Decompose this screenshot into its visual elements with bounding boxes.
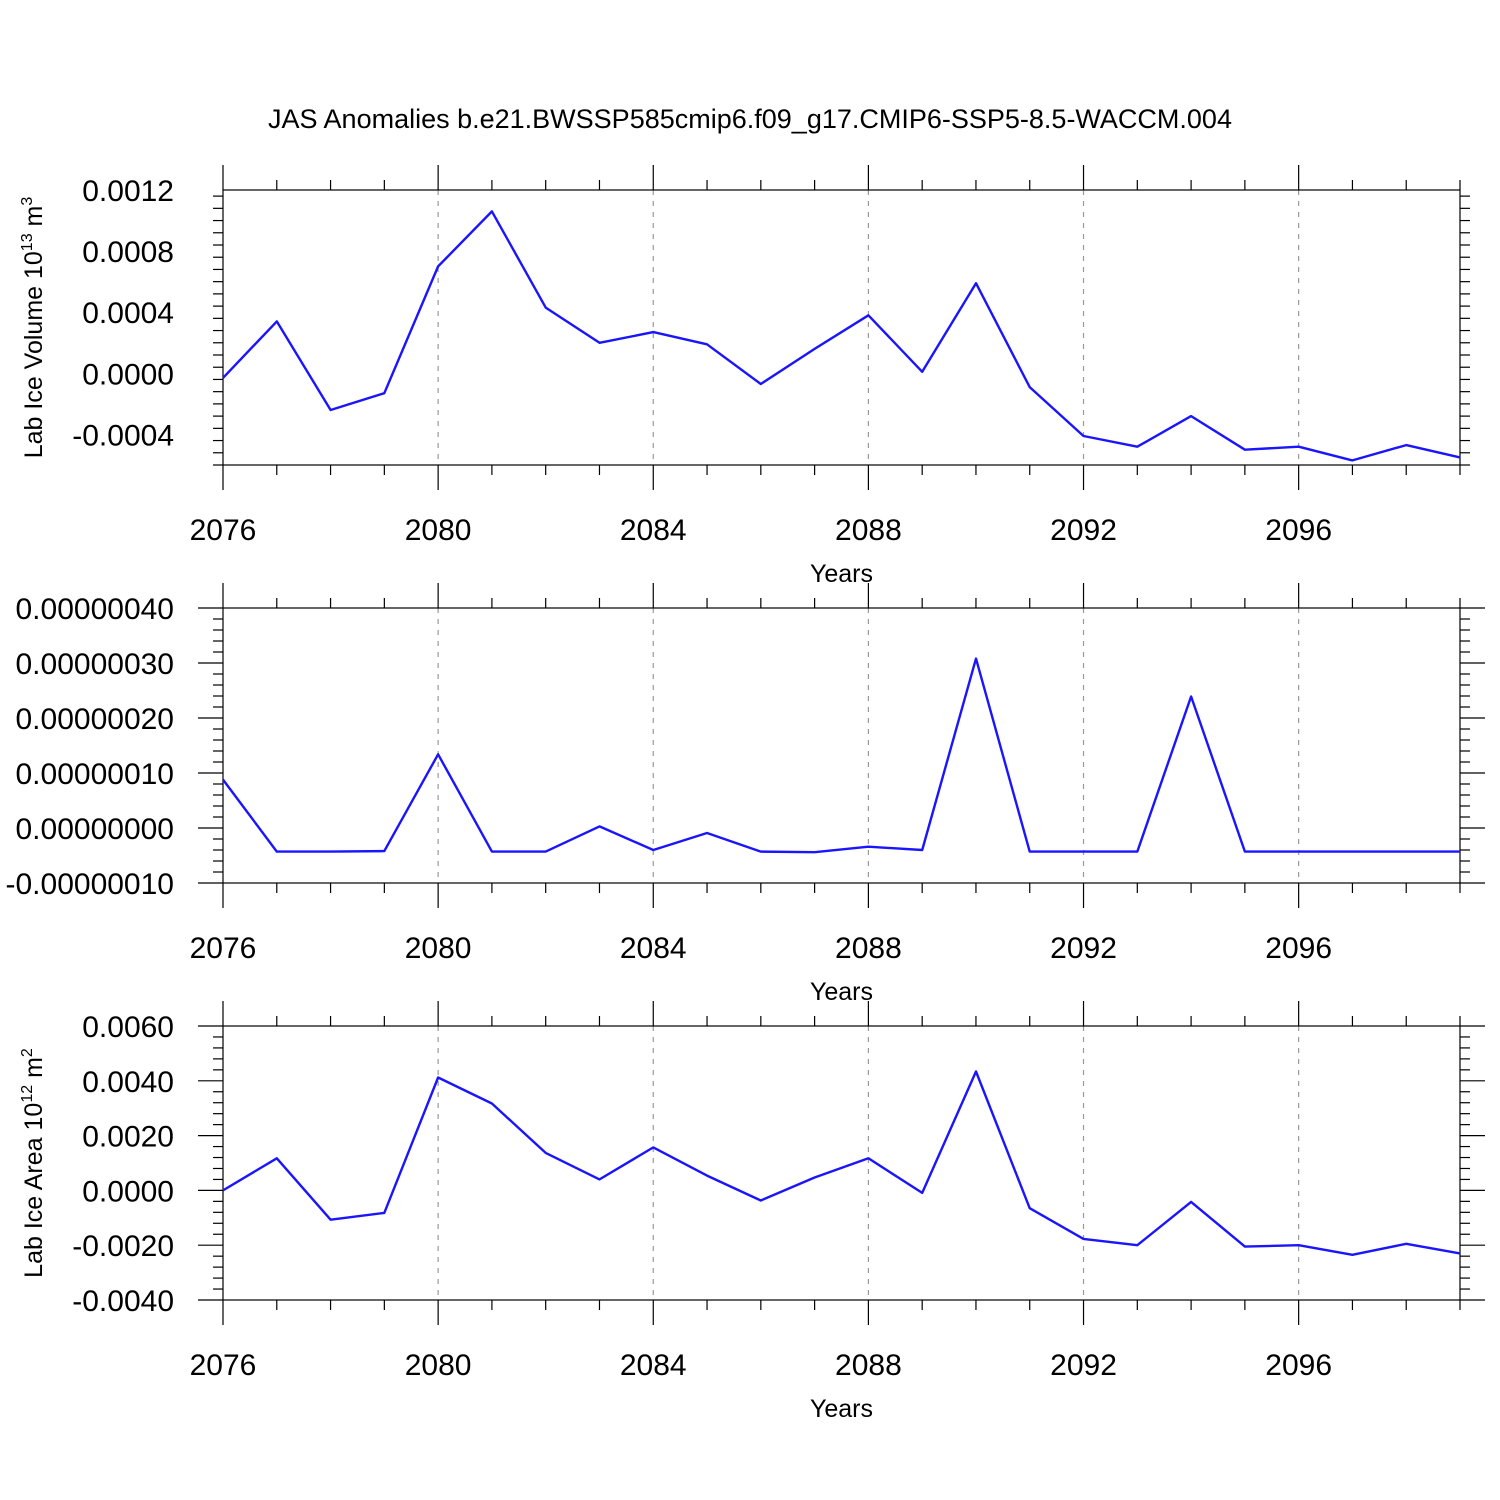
x-axis-title: Years — [810, 560, 873, 588]
x-tick-label: 2076 — [190, 1349, 257, 1382]
x-tick-label: 2076 — [190, 932, 257, 965]
x-tick-label: 2076 — [190, 514, 257, 547]
y-tick-label: 0.00000000 — [16, 813, 175, 846]
y-tick-label: 0.0040 — [82, 1066, 174, 1099]
x-tick-label: 2080 — [405, 932, 472, 965]
panel-3: -0.0040 -0.0020 0.0000 0.0020 0.0040 0.0060 20… — [19, 1001, 1485, 1423]
y-tick-label: -0.0004 — [72, 419, 174, 452]
plot-frame — [222, 1025, 1461, 1301]
y-tick-label: 0.0008 — [82, 236, 174, 269]
x-tick-label: 2084 — [620, 1349, 687, 1382]
y-tick-label: 0.0060 — [82, 1011, 174, 1044]
y-tick-label: 0.0020 — [82, 1121, 174, 1154]
x-tick-label: 2096 — [1265, 932, 1332, 965]
plot-frame — [222, 607, 1461, 884]
y-tick-label: 0.0004 — [82, 297, 174, 330]
x-axis-title: Years — [810, 1395, 873, 1423]
x-tick-label: 2092 — [1050, 932, 1117, 965]
y-tick-label: 0.0000 — [82, 1175, 174, 1208]
series-line — [222, 657, 1460, 854]
y-tick-label: 0.0012 — [82, 175, 174, 208]
panel-1: -0.0004 0.0000 0.0004 0.0008 0.0012 2076 2080 2… — [19, 165, 1470, 588]
x-tick-label: 2084 — [620, 932, 687, 965]
y-tick-label: 0.00000030 — [16, 648, 175, 681]
x-tick-label: 2088 — [835, 1349, 902, 1382]
y-axis-title: Lab Ice Area 1012 m2 — [19, 1048, 48, 1278]
x-tick-label: 2096 — [1265, 514, 1332, 547]
x-tick-label: 2080 — [405, 514, 472, 547]
x-tick-label: 2088 — [835, 514, 902, 547]
figure-title: JAS Anomalies b.e21.BWSSP585cmip6.f09_g1… — [268, 104, 1232, 134]
y-tick-label: 0.0000 — [82, 358, 174, 391]
plot-frame — [222, 189, 1461, 466]
y-tick-label: -0.0040 — [72, 1285, 174, 1318]
y-tick-label: -0.00000010 — [6, 868, 175, 901]
x-tick-label: 2084 — [620, 514, 687, 547]
x-tick-label: 2092 — [1050, 1349, 1117, 1382]
x-tick-label: 2080 — [405, 1349, 472, 1382]
series-line — [222, 1070, 1461, 1257]
y-tick-label: 0.00000040 — [16, 593, 175, 626]
panels: -0.0004 0.0000 0.0004 0.0008 0.0012 2076 2080 2… — [6, 165, 1485, 1423]
y-tick-label: -0.0020 — [72, 1230, 174, 1263]
panel-2: -0.00000010 0.00000000 0.00000010 0.0000002… — [6, 583, 1485, 1006]
series-line — [222, 210, 1461, 462]
y-tick-label: 0.00000020 — [16, 703, 175, 736]
y-axis-title: Lab Ice Volume 1013 m3 — [19, 197, 48, 459]
y-tick-label: 0.00000010 — [16, 758, 175, 791]
x-tick-label: 2088 — [835, 932, 902, 965]
x-axis-title: Years — [810, 978, 873, 1006]
x-tick-label: 2096 — [1265, 1349, 1332, 1382]
x-tick-label: 2092 — [1050, 514, 1117, 547]
